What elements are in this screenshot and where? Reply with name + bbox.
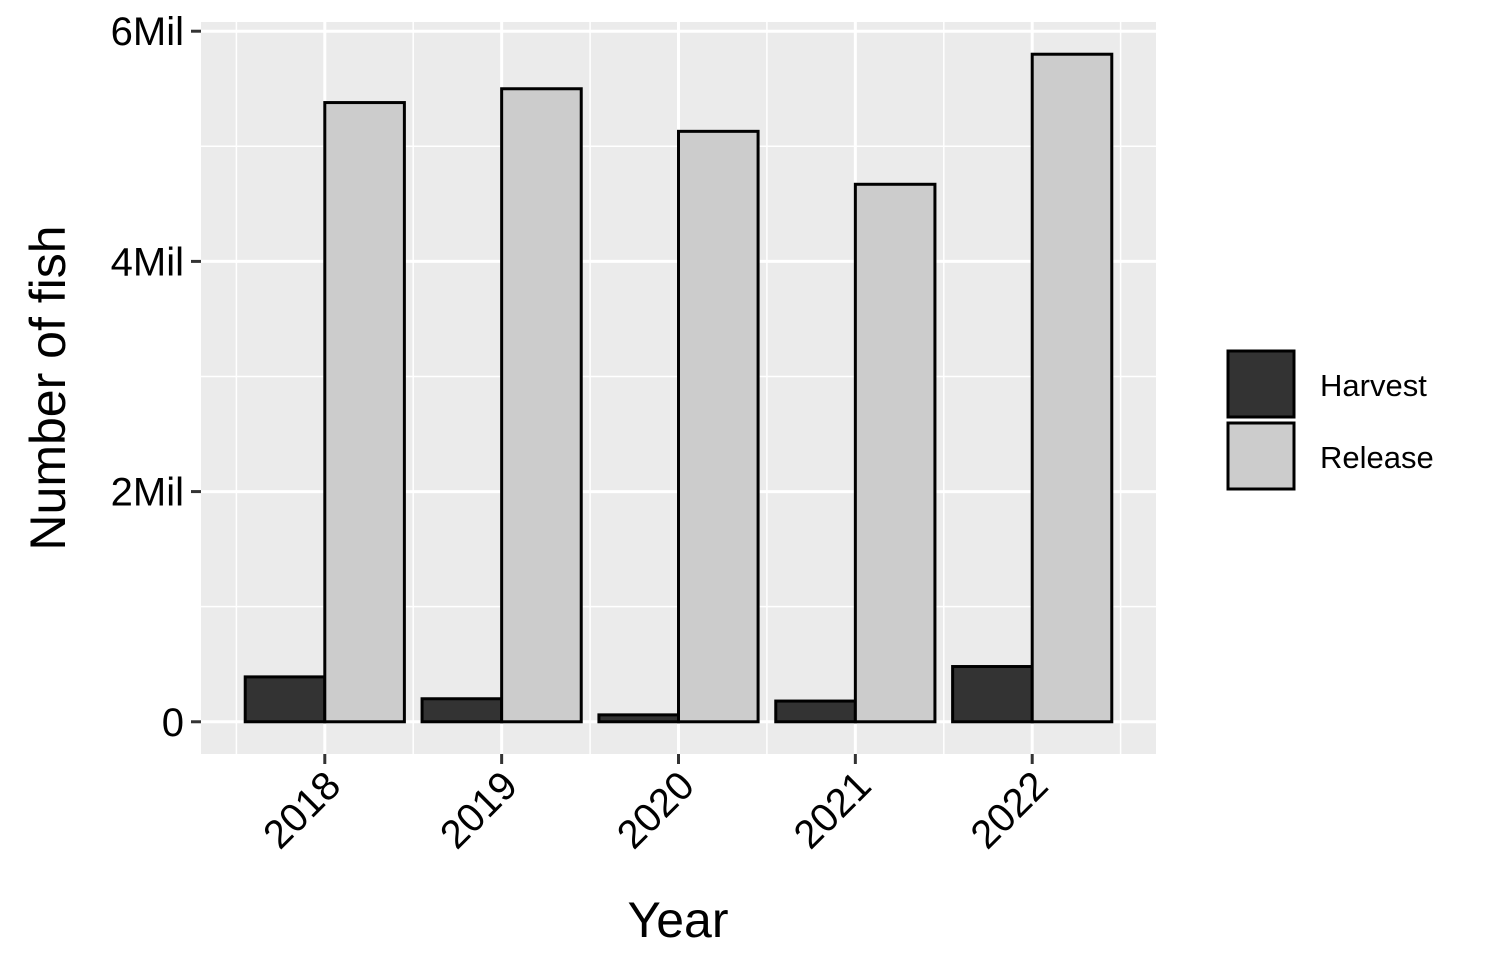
- x-tick-label: 2022: [963, 763, 1057, 857]
- y-tick-label: 0: [162, 701, 184, 745]
- x-tick-label: 2020: [609, 763, 703, 857]
- y-tick-label: 2Mil: [111, 471, 184, 515]
- y-axis: 0 2Mil 4Mil 6Mil: [111, 10, 201, 745]
- bar-release-2019: [500, 87, 583, 724]
- bar-release-2018: [323, 101, 406, 724]
- bar-harvest-2022: [951, 665, 1034, 724]
- bar-harvest-2021: [774, 699, 857, 724]
- bar-release-2020: [677, 129, 760, 724]
- bar-harvest-2019: [420, 697, 504, 724]
- bar-release-2021: [853, 182, 937, 724]
- x-tick-label: 2019: [432, 763, 526, 857]
- bar-release-2022: [1030, 52, 1114, 724]
- legend-label-release: Release: [1320, 440, 1434, 475]
- legend: Harvest Release: [1226, 349, 1434, 491]
- y-axis-title: Number of fish: [20, 225, 76, 550]
- x-tick-label: 2018: [255, 763, 349, 857]
- y-tick-label: 4Mil: [111, 240, 184, 284]
- x-tick-label: 2021: [786, 763, 880, 857]
- bars: [243, 52, 1114, 724]
- legend-key-release: [1226, 421, 1296, 491]
- bar-harvest-2020: [597, 713, 681, 724]
- legend-label-harvest: Harvest: [1320, 368, 1427, 403]
- legend-key-harvest: [1226, 349, 1296, 419]
- bar-harvest-2018: [243, 675, 327, 724]
- x-axis: 2018 2019 2020 2021 2022: [255, 754, 1057, 857]
- y-tick-label: 6Mil: [111, 10, 184, 54]
- x-axis-title: Year: [627, 892, 728, 948]
